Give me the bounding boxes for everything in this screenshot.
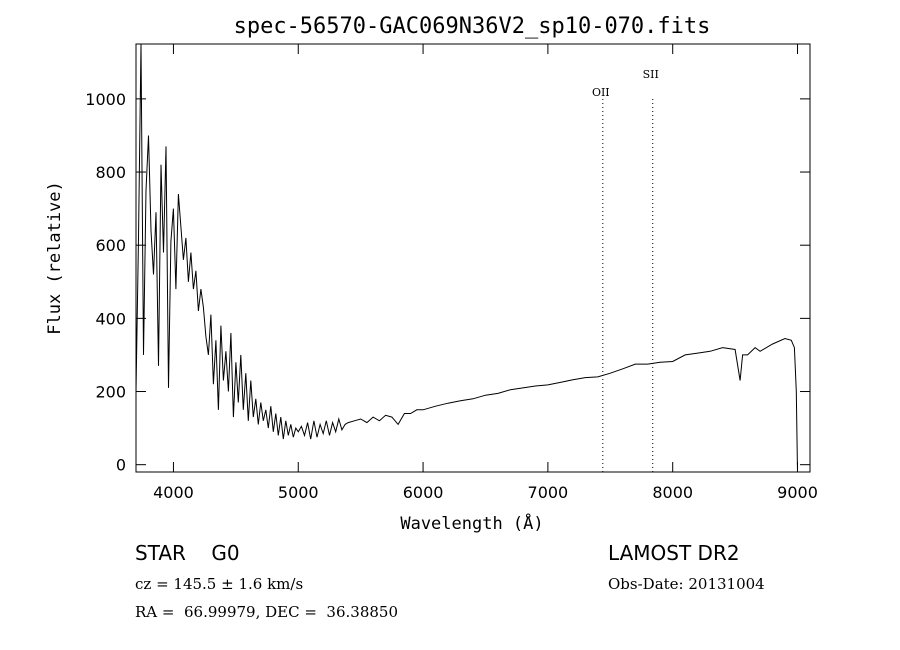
emission-line-label: SII <box>643 68 659 81</box>
emission-line-markers: OII SII <box>592 68 659 472</box>
y-axis-label: Flux (relative) <box>45 181 65 335</box>
y-tick-label: 600 <box>95 236 126 255</box>
x-tick-label: 8000 <box>652 483 693 502</box>
coordinates: RA = 66.99979, DEC = 36.38850 <box>135 603 399 621</box>
x-tick-label: 9000 <box>777 483 818 502</box>
x-axis: 4000 5000 6000 7000 8000 9000 <box>153 44 818 502</box>
y-axis: 0 200 400 600 800 1000 <box>85 90 810 475</box>
observation-date: Obs-Date: 20131004 <box>608 575 765 593</box>
spectrum-line <box>135 43 798 473</box>
x-tick-label: 4000 <box>153 483 194 502</box>
plot-frame <box>135 43 811 473</box>
y-tick-label: 0 <box>116 456 126 475</box>
survey-name: LAMOST DR2 <box>608 541 740 565</box>
x-tick-label: 6000 <box>403 483 444 502</box>
y-tick-label: 400 <box>95 309 126 328</box>
emission-line-label: OII <box>592 86 610 99</box>
redshift-value: cz = 145.5 ± 1.6 km/s <box>135 575 304 593</box>
spectral-class: STAR G0 <box>135 541 240 565</box>
x-tick-label: 5000 <box>278 483 319 502</box>
y-tick-label: 800 <box>95 163 126 182</box>
x-tick-label: 7000 <box>528 483 569 502</box>
chart-title: spec-56570-GAC069N36V2_sp10-070.fits <box>234 14 711 39</box>
y-tick-label: 1000 <box>85 90 126 109</box>
y-tick-label: 200 <box>95 383 126 402</box>
x-axis-label: Wavelength (Å) <box>400 512 543 534</box>
